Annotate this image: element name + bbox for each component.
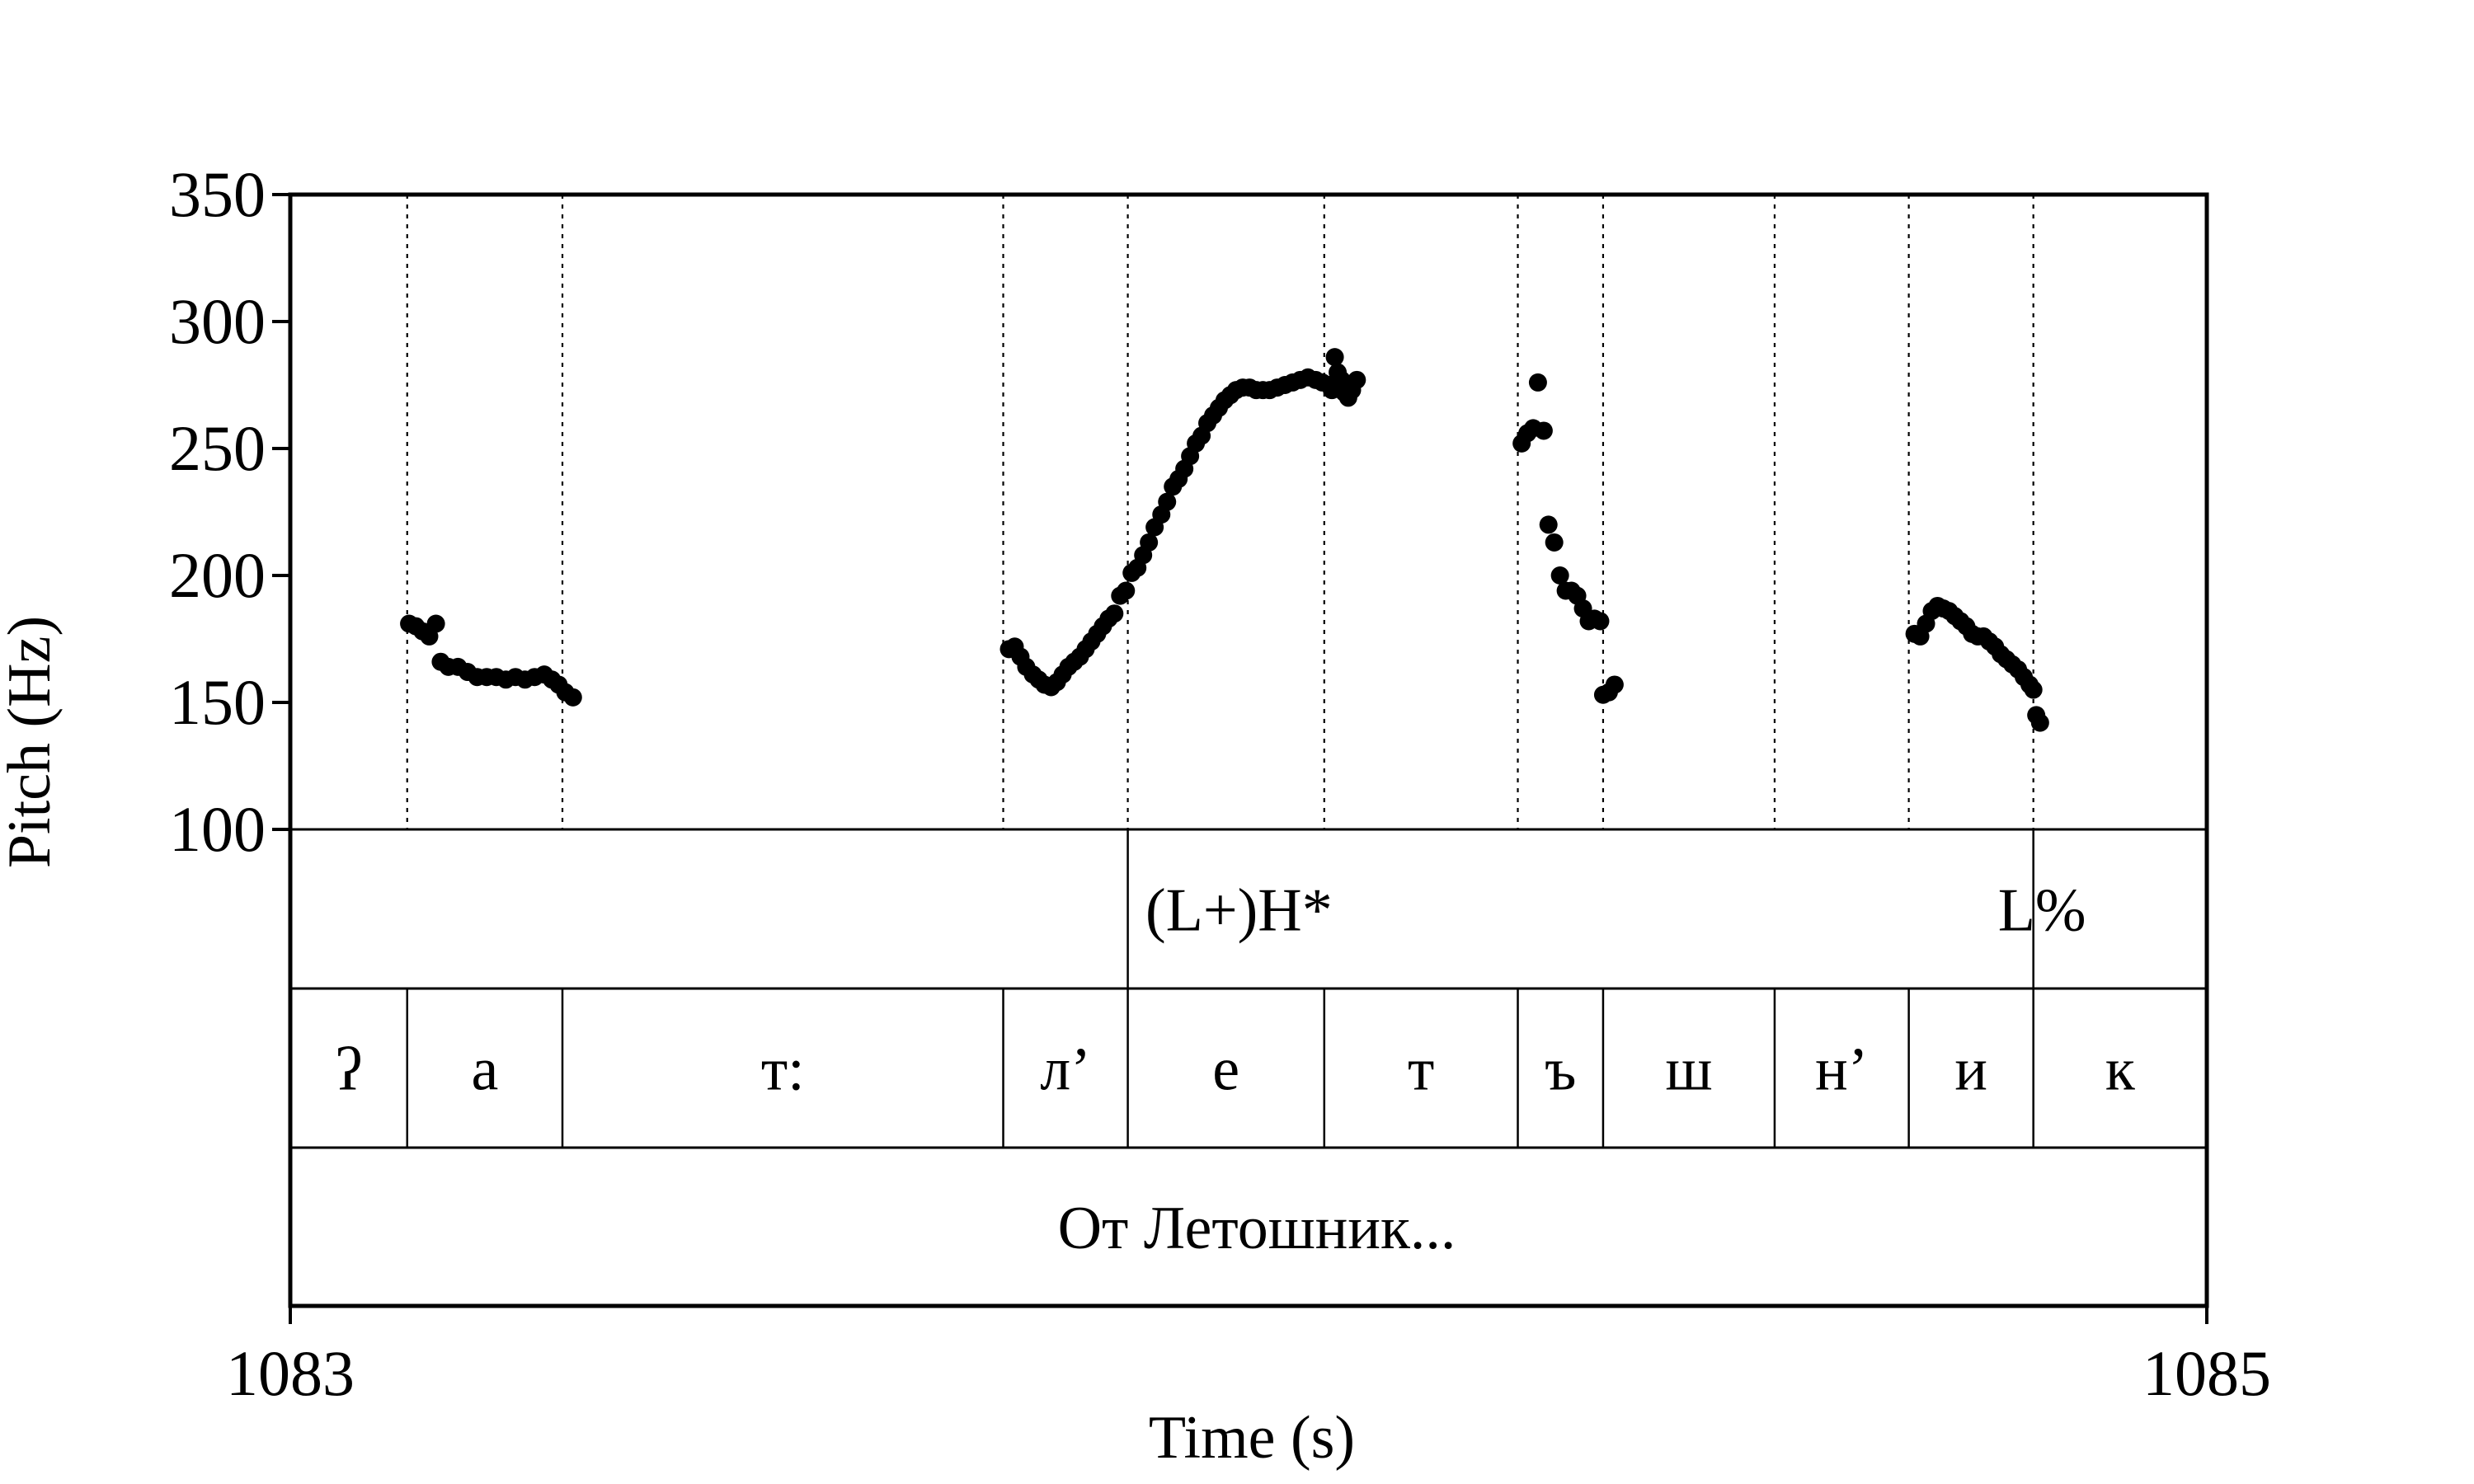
x-tick-label: 1085 (2142, 1337, 2271, 1409)
pitch-point (1117, 581, 1136, 600)
segment-label: т (1408, 1036, 1434, 1104)
word-label: От Летошник... (1058, 1195, 1456, 1262)
pitch-point (426, 614, 445, 633)
segment-label: н’ (1815, 1036, 1868, 1104)
y-tick-label: 350 (169, 158, 266, 230)
pitch-point (563, 688, 582, 707)
pitch-point (1545, 533, 1564, 552)
axes (272, 192, 2209, 1324)
segment-label: ʔ (335, 1036, 362, 1104)
y-tick-label: 100 (169, 793, 266, 865)
tone-label: (L+)H* (1145, 877, 1333, 945)
pitch-point (1325, 348, 1344, 367)
pitch-point (1539, 515, 1558, 534)
segment-label: ш (1665, 1036, 1712, 1104)
x-axis-label: Time (s) (1149, 1404, 1355, 1472)
pitch-point (1591, 612, 1610, 631)
annotation-tiers: (L+)H* L% ʔ а т: л’ е т ъ ш н’ и к От Летошник... (290, 828, 2207, 1262)
pitch-point (1605, 675, 1624, 694)
segment-label: к (2105, 1036, 2136, 1104)
segment-boundary-lines (406, 195, 2034, 829)
segment-label: и (1954, 1036, 1987, 1104)
pitch-points (400, 348, 2049, 732)
pitch-point (1105, 604, 1124, 623)
y-tick-label: 250 (169, 412, 266, 484)
y-axis-label: Pitch (Hz) (0, 616, 63, 868)
segment-label: а (471, 1036, 498, 1104)
segment-label: е (1212, 1036, 1239, 1104)
pitch-point (2030, 713, 2049, 732)
pitch-point (1348, 370, 1366, 389)
pitch-point (1158, 492, 1177, 511)
y-tick-label: 300 (169, 285, 266, 357)
pitch-point (1140, 533, 1159, 552)
x-tick-label: 1083 (226, 1337, 355, 1409)
segment-label: ъ (1545, 1036, 1576, 1104)
y-tick-label: 150 (169, 666, 266, 738)
tone-label: L% (1998, 877, 2086, 945)
tick-labels: 100 150 200 250 300 350 1083 1085 (169, 158, 2271, 1409)
pitch-point (2024, 680, 2043, 699)
y-tick-label: 200 (169, 539, 266, 611)
segment-label: т: (761, 1036, 805, 1104)
pitch-point (1550, 566, 1569, 585)
plot-frame (288, 192, 2209, 1308)
segment-label: л’ (1040, 1036, 1091, 1104)
pitch-point (1528, 373, 1547, 392)
pitch-point (1534, 421, 1553, 440)
